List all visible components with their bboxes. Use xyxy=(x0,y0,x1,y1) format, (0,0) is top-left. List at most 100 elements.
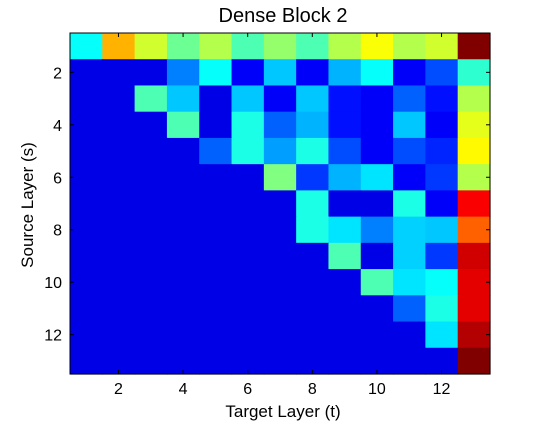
heatmap-cell-s6-t8 xyxy=(296,164,330,191)
heatmap-cell-s11-t1 xyxy=(70,295,103,323)
heatmap-cell-s5-t13 xyxy=(457,137,491,165)
heatmap-cell-s6-t1 xyxy=(70,164,103,191)
heatmap-cell-s11-t4 xyxy=(166,295,200,323)
heatmap-cell-s12-t11 xyxy=(393,321,426,349)
heatmap-cell-s7-t5 xyxy=(199,190,233,218)
heatmap-cell-s13-t3 xyxy=(134,347,168,375)
heatmap-cell-s2-t10 xyxy=(360,59,394,87)
y-tick-label: 4 xyxy=(53,118,62,135)
heatmap-cell-s5-t2 xyxy=(102,137,136,165)
x-tick-label: 10 xyxy=(368,381,386,398)
heatmap-cell-s10-t11 xyxy=(393,269,426,296)
heatmap-cell-s8-t7 xyxy=(263,216,297,244)
heatmap-cell-s7-t12 xyxy=(425,190,459,218)
heatmap-cell-s7-t11 xyxy=(393,190,426,218)
heatmap-cell-s12-t8 xyxy=(296,321,330,349)
heatmap-cell-s2-t13 xyxy=(457,59,491,87)
heatmap-cell-s11-t2 xyxy=(102,295,136,323)
heatmap-cell-s9-t6 xyxy=(231,242,265,270)
x-tick-label: 2 xyxy=(114,381,123,398)
heatmap-cell-s2-t4 xyxy=(166,59,200,87)
heatmap-cell-s3-t11 xyxy=(393,85,426,113)
y-tick-label: 10 xyxy=(44,275,62,292)
heatmap-cell-s5-t8 xyxy=(296,137,330,165)
x-axis-label: Target Layer (t) xyxy=(225,402,340,421)
heatmap-cell-s3-t5 xyxy=(199,85,233,113)
heatmap-cell-s5-t12 xyxy=(425,137,459,165)
heatmap-cell-s5-t4 xyxy=(166,137,200,165)
heatmap-cell-s6-t6 xyxy=(231,164,265,191)
heatmap-cell-s4-t11 xyxy=(393,111,426,139)
axis-ticks: 2 4 6 8 10 12 2 4 6 8 10 12 xyxy=(44,33,490,398)
heatmap-cell-s2-t2 xyxy=(102,59,136,87)
heatmap-cell-s7-t1 xyxy=(70,190,103,218)
heatmap-cell-s8-t1 xyxy=(70,216,103,244)
heatmap-cell-s10-t6 xyxy=(231,269,265,296)
heatmap-cell-s2-t8 xyxy=(296,59,330,87)
heatmap-cell-s1-t1 xyxy=(70,33,103,60)
heatmap-cell-s5-t1 xyxy=(70,137,103,165)
heatmap-cell-s1-t11 xyxy=(393,33,426,60)
plot-frame xyxy=(69,32,491,375)
heatmap-cell-s10-t5 xyxy=(199,269,233,296)
heatmap-cell-s8-t10 xyxy=(360,216,394,244)
heatmap-cell-s1-t9 xyxy=(328,33,362,60)
heatmap-cell-s4-t8 xyxy=(296,111,330,139)
heatmap-cell-s5-t6 xyxy=(231,137,265,165)
heatmap-cell-s1-t2 xyxy=(102,33,136,60)
heatmap-cell-s1-t3 xyxy=(134,33,168,60)
heatmap-cell-s4-t10 xyxy=(360,111,394,139)
heatmap-cell-s3-t6 xyxy=(231,85,265,113)
heatmap-cell-s10-t2 xyxy=(102,269,136,296)
heatmap-cell-s1-t10 xyxy=(360,33,394,60)
heatmap-cell-s9-t4 xyxy=(166,242,200,270)
heatmap-cell-s11-t13 xyxy=(457,295,491,323)
y-tick-label: 6 xyxy=(53,170,62,187)
heatmap-cell-s3-t9 xyxy=(328,85,362,113)
heatmap-cell-s7-t13 xyxy=(457,190,491,218)
x-tick-label: 6 xyxy=(243,381,252,398)
heatmap-cell-s2-t9 xyxy=(328,59,362,87)
heatmap-cell-s7-t9 xyxy=(328,190,362,218)
heatmap-cell-s9-t11 xyxy=(393,242,426,270)
heatmap-cell-s13-t9 xyxy=(328,347,362,375)
heatmap-cell-s3-t3 xyxy=(134,85,168,113)
heatmap-cell-s1-t5 xyxy=(199,33,233,60)
heatmap-cell-s12-t7 xyxy=(263,321,297,349)
heatmap-cell-s9-t9 xyxy=(328,242,362,270)
heatmap-cell-s2-t1 xyxy=(70,59,103,87)
heatmap-cell-s7-t7 xyxy=(263,190,297,218)
heatmap-cell-s8-t11 xyxy=(393,216,426,244)
heatmap-cell-s8-t12 xyxy=(425,216,459,244)
heatmap-cell-s1-t8 xyxy=(296,33,330,60)
heatmap-cell-s6-t7 xyxy=(263,164,297,191)
heatmap-cell-s6-t5 xyxy=(199,164,233,191)
x-tick-label: 8 xyxy=(308,381,317,398)
heatmap-cell-s11-t3 xyxy=(134,295,168,323)
heatmap-cell-s8-t6 xyxy=(231,216,265,244)
heatmap-cell-s12-t13 xyxy=(457,321,491,349)
heatmap-cell-s5-t9 xyxy=(328,137,362,165)
heatmap-cell-s1-t7 xyxy=(263,33,297,60)
heatmap-cell-s10-t13 xyxy=(457,269,491,296)
heatmap-cell-s6-t12 xyxy=(425,164,459,191)
heatmap-cell-s12-t12 xyxy=(425,321,459,349)
heatmap-cell-s9-t3 xyxy=(134,242,168,270)
heatmap-cell-s7-t3 xyxy=(134,190,168,218)
heatmap-cell-s13-t1 xyxy=(70,347,103,375)
heatmap-cell-s5-t3 xyxy=(134,137,168,165)
heatmap-cell-s9-t5 xyxy=(199,242,233,270)
heatmap-cell-s10-t3 xyxy=(134,269,168,296)
heatmap-cell-s4-t6 xyxy=(231,111,265,139)
heatmap-cell-s13-t11 xyxy=(393,347,426,375)
heatmap-cell-s10-t1 xyxy=(70,269,103,296)
heatmap-cell-s8-t8 xyxy=(296,216,330,244)
heatmap-cell-s11-t11 xyxy=(393,295,426,323)
heatmap-cell-s10-t9 xyxy=(328,269,362,296)
heatmap-cell-s7-t8 xyxy=(296,190,330,218)
heatmap-cell-s7-t2 xyxy=(102,190,136,218)
heatmap-cell-s5-t5 xyxy=(199,137,233,165)
heatmap-cell-s11-t7 xyxy=(263,295,297,323)
heatmap-cell-s10-t10 xyxy=(360,269,394,296)
chart-title: Dense Block 2 xyxy=(219,5,348,27)
